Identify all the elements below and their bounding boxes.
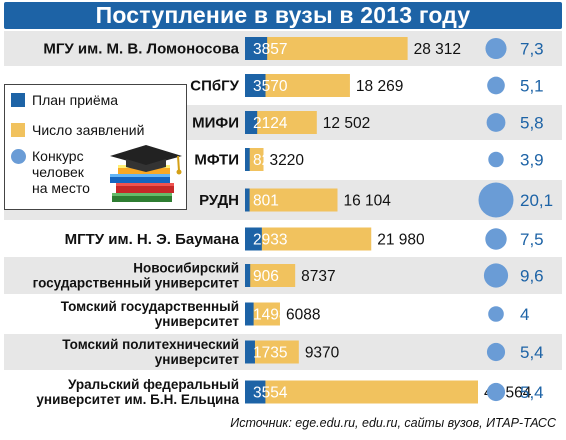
competition-bubble	[488, 306, 504, 322]
category-label: РУДН	[199, 192, 239, 209]
competition-value-label: 7,3	[520, 40, 544, 59]
competition-bubble	[486, 382, 506, 402]
competition-bubble	[478, 182, 514, 218]
applications-bar	[245, 37, 408, 60]
plan-value-label: 820	[253, 152, 279, 169]
applications-bar	[245, 264, 296, 287]
category-label: СПбГУ	[190, 78, 239, 95]
competition-value-label: 20,1	[520, 191, 553, 210]
competition-bubble	[486, 342, 506, 362]
competition-value-label: 5,4	[520, 383, 544, 402]
plan-bar	[245, 148, 250, 171]
legend-swatch-plan	[11, 93, 25, 107]
applications-value-label: 28 312	[414, 41, 461, 58]
competition-value-label: 5,8	[520, 114, 544, 133]
category-label: Томский политехнический	[62, 337, 239, 352]
plan-bar	[245, 340, 255, 364]
category-label: МФТИ	[194, 152, 239, 169]
legend-label-competition-2: человек	[32, 164, 84, 180]
plan-value-label: 1498	[253, 307, 287, 324]
competition-bubble	[486, 113, 506, 132]
plan-bar	[245, 74, 266, 97]
plan-value-label: 801	[253, 193, 279, 210]
legend-label-competition-1: Конкурс	[32, 148, 84, 164]
plan-value-label: 3857	[253, 41, 287, 58]
plan-bar	[245, 302, 254, 326]
competition-bubble	[488, 151, 504, 168]
applications-bar	[245, 74, 350, 97]
legend-label-competition-3: на место	[32, 180, 90, 196]
applications-value-label: 9370	[305, 345, 340, 362]
plan-bar	[245, 188, 250, 212]
books-graduation-cap-icon	[110, 145, 182, 202]
competition-value-label: 5,1	[520, 77, 544, 96]
legend-label-applications: Число заявлений	[32, 122, 145, 138]
category-label: МГУ им. М. В. Ломоносова	[43, 41, 239, 58]
legend-label-plan: План приёма	[32, 92, 119, 108]
chart-title: Поступление в вузы в 2013 году	[95, 2, 471, 28]
category-label: Томский государственный	[61, 299, 239, 314]
category-label: МГТУ им. Н. Э. Баумана	[65, 231, 240, 248]
applications-bar	[245, 302, 280, 326]
category-label: университет	[155, 352, 240, 367]
applications-value-label: 3220	[269, 152, 304, 169]
plan-bar	[245, 227, 262, 251]
competition-bubble	[483, 263, 509, 288]
plan-value-label: 3570	[253, 78, 288, 95]
plan-bar	[245, 111, 258, 134]
category-label: государственный университет	[33, 276, 240, 291]
plan-value-label: 3554	[253, 385, 288, 402]
competition-bubble	[485, 228, 507, 250]
applications-bar	[245, 227, 372, 251]
legend: План приёма Число заявлений Конкурс чело…	[4, 84, 187, 210]
plan-value-label: 2124	[253, 115, 288, 132]
competition-value-label: 3,9	[520, 151, 544, 170]
applications-value-label: 8737	[301, 268, 335, 285]
category-label: Новосибирский	[133, 261, 239, 276]
category-label: университет им. Б.Н. Ельцина	[36, 392, 239, 407]
title-bar: Поступление в вузы в 2013 году	[4, 2, 562, 29]
applications-value-label: 16 104	[344, 193, 392, 210]
plan-value-label: 1735	[253, 345, 287, 362]
plan-bar	[245, 380, 266, 404]
applications-value-label: 18 269	[356, 78, 403, 95]
plan-bar	[245, 37, 268, 60]
plan-bar	[245, 264, 251, 287]
applications-value-label: 21 980	[377, 232, 425, 249]
applications-bar	[245, 340, 299, 364]
competition-value-label: 5,4	[520, 343, 544, 362]
plan-value-label: 906	[253, 268, 279, 285]
applications-bar	[245, 380, 478, 404]
legend-swatch-competition	[11, 149, 26, 164]
plan-value-label: 2933	[253, 232, 287, 249]
applications-bar	[245, 111, 317, 134]
legend-swatch-applications	[11, 123, 25, 137]
competition-value-label: 7,5	[520, 230, 544, 249]
competition-value-label: 9,6	[520, 267, 544, 286]
applications-value-label: 12 502	[323, 115, 370, 132]
category-label: Уральский федеральный	[68, 377, 239, 392]
source-note: Источник: ege.edu.ru, edu.ru, сайты вузо…	[230, 416, 556, 430]
competition-value-label: 4	[520, 305, 529, 324]
applications-bar	[245, 188, 338, 212]
category-label: университет	[155, 314, 240, 329]
category-label: МИФИ	[192, 115, 239, 132]
competition-bubble	[487, 76, 505, 95]
applications-value-label: 6088	[286, 307, 320, 324]
competition-bubble	[485, 37, 507, 60]
